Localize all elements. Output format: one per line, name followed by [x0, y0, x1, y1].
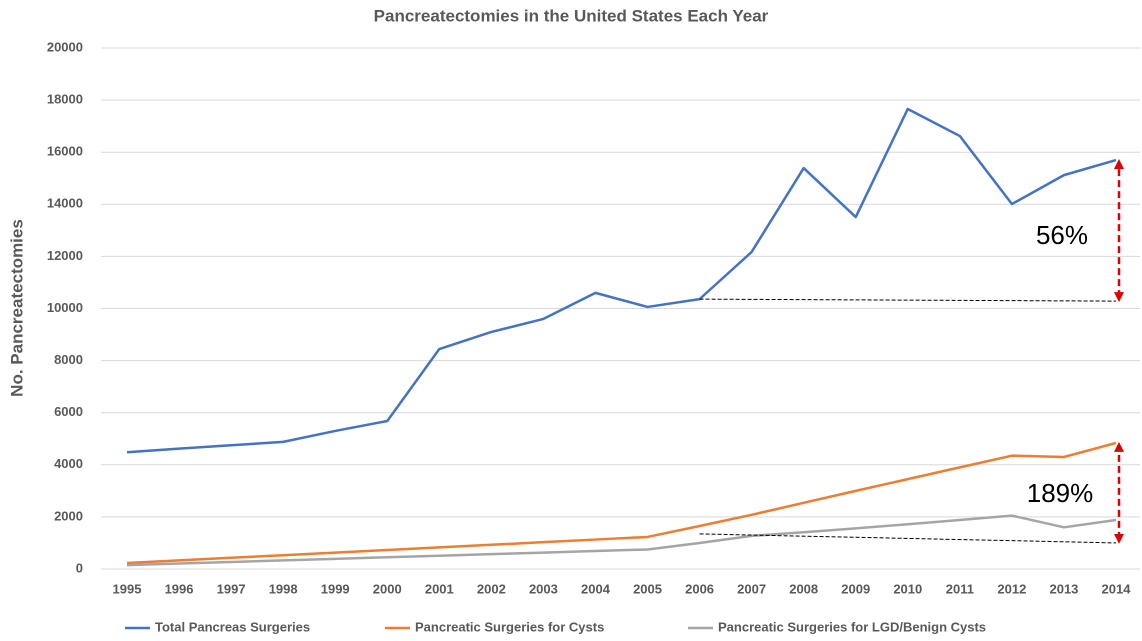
series-line — [126, 441, 1117, 565]
x-tick-label: 1997 — [217, 581, 246, 596]
x-tick-label: 1995 — [113, 581, 142, 596]
x-tick-label: 2014 — [1102, 581, 1132, 596]
x-tick-label: 1999 — [321, 581, 350, 596]
series-line — [126, 514, 1117, 567]
x-tick-label: 2005 — [633, 581, 662, 596]
x-tick-label: 2003 — [529, 581, 558, 596]
guide-line — [699, 533, 1117, 544]
x-tick-label: 2007 — [737, 581, 766, 596]
legend-label: Total Pancreas Surgeries — [155, 619, 310, 634]
y-tick-label: 10000 — [47, 300, 83, 315]
x-tick-label: 2008 — [789, 581, 818, 596]
y-tick-label: 14000 — [47, 196, 83, 211]
y-axis-title: No. Pancreatectomies — [7, 219, 26, 397]
x-tick-label: 2006 — [685, 581, 714, 596]
x-tick-label: 2010 — [893, 581, 922, 596]
x-tick-label: 2012 — [997, 581, 1026, 596]
y-tick-label: 0 — [76, 560, 83, 575]
y-tick-label: 4000 — [54, 456, 83, 471]
x-tick-label: 2001 — [425, 581, 454, 596]
x-tick-label: 2002 — [477, 581, 506, 596]
y-tick-label: 20000 — [47, 39, 83, 54]
legend-label: Pancreatic Surgeries for Cysts — [415, 619, 604, 634]
legend-label: Pancreatic Surgeries for LGD/Benign Cyst… — [718, 619, 986, 634]
y-tick-label: 8000 — [54, 352, 83, 367]
chart-title: Pancreatectomies in the United States Ea… — [374, 6, 769, 25]
y-tick-label: 6000 — [54, 404, 83, 419]
annotation: 189% — [1027, 478, 1094, 508]
x-tick-label: 2009 — [841, 581, 870, 596]
annotation: 56% — [1036, 220, 1088, 250]
x-tick-label: 2011 — [946, 581, 974, 596]
x-tick-label: 2000 — [373, 581, 402, 596]
y-tick-label: 2000 — [54, 508, 83, 523]
y-tick-label: 18000 — [47, 92, 83, 107]
y-tick-label: 16000 — [47, 144, 83, 159]
x-tick-label: 1998 — [269, 581, 298, 596]
guide-line — [699, 298, 1117, 302]
series-line — [126, 107, 1117, 454]
x-tick-label: 2004 — [581, 581, 611, 596]
y-tick-label: 12000 — [47, 248, 83, 263]
x-tick-label: 1996 — [165, 581, 194, 596]
x-tick-label: 2013 — [1049, 581, 1078, 596]
